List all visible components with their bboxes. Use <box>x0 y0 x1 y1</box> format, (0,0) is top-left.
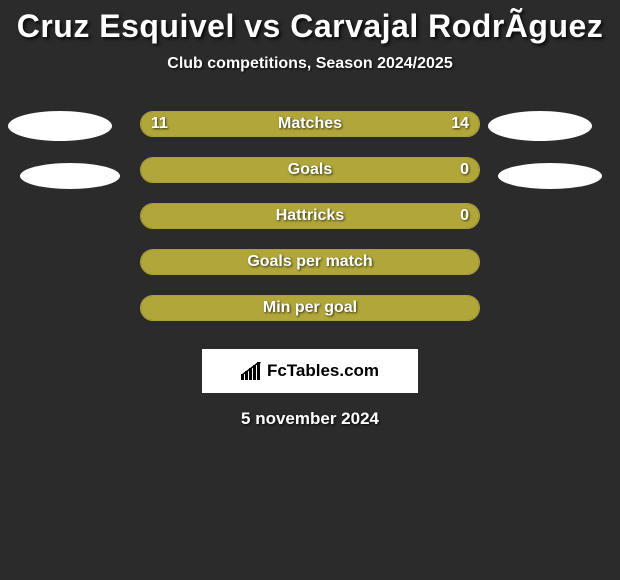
stat-row: Hattricks0 <box>0 203 620 249</box>
bar-track: Goals per match <box>140 249 480 275</box>
bar-value-right: 0 <box>460 161 469 179</box>
bar-value-right: 0 <box>460 207 469 225</box>
bar-track: Goals0 <box>140 157 480 183</box>
bar-fill <box>141 296 479 320</box>
stats-card: Cruz Esquivel vs Carvajal RodrÃ­guez Clu… <box>0 0 620 429</box>
stat-row: Goals per match <box>0 249 620 295</box>
bars-icon <box>241 362 263 380</box>
date: 5 november 2024 <box>0 409 620 429</box>
logo: FcTables.com <box>241 361 379 381</box>
chart-area: Matches1114Goals0Hattricks0Goals per mat… <box>0 111 620 341</box>
bar-track: Matches1114 <box>140 111 480 137</box>
bar-track: Hattricks0 <box>140 203 480 229</box>
title: Cruz Esquivel vs Carvajal RodrÃ­guez <box>0 8 620 45</box>
subtitle: Club competitions, Season 2024/2025 <box>0 55 620 73</box>
stat-row: Min per goal <box>0 295 620 341</box>
logo-box: FcTables.com <box>202 349 418 393</box>
stat-row: Matches1114 <box>0 111 620 157</box>
logo-text: FcTables.com <box>267 361 379 381</box>
stat-row: Goals0 <box>0 157 620 203</box>
bar-value-right: 14 <box>451 115 469 133</box>
bar-fill <box>141 158 479 182</box>
bar-track: Min per goal <box>140 295 480 321</box>
bar-fill <box>141 204 479 228</box>
bar-fill <box>141 250 479 274</box>
bar-value-left: 11 <box>151 115 168 133</box>
